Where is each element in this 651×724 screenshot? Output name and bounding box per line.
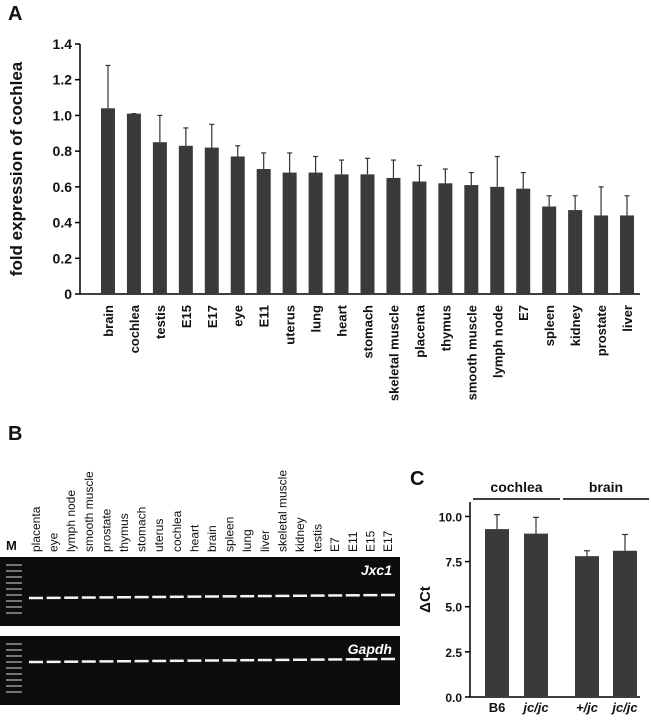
bar	[360, 174, 375, 294]
bar	[620, 215, 635, 294]
lane-label: cochlea	[170, 510, 184, 552]
x-tick-label: uterus	[283, 305, 298, 345]
lane-label: E15	[363, 530, 377, 552]
panel-label: A	[8, 3, 22, 25]
lane-label: eye	[47, 532, 61, 552]
lane-label: lymph node	[64, 490, 78, 552]
bar	[334, 174, 349, 294]
x-tick-label: E11	[257, 305, 272, 327]
bar	[524, 533, 548, 697]
y-tick-label: 5.0	[445, 601, 462, 615]
x-tick-label: B6	[489, 700, 506, 715]
x-tick-label: thymus	[438, 305, 453, 351]
lane-label: testis	[311, 524, 325, 552]
lane-label: liver	[258, 530, 272, 552]
group-label: brain	[589, 479, 623, 495]
bar	[594, 215, 609, 294]
bar	[490, 186, 505, 294]
x-tick-label: jc/jc	[610, 700, 638, 715]
lane-label: smooth muscle	[82, 471, 96, 552]
bar	[575, 556, 599, 697]
x-tick-label: prostate	[594, 305, 609, 356]
bar	[613, 550, 637, 697]
x-tick-label: skeletal muscle	[386, 305, 401, 401]
group-label: cochlea	[490, 479, 542, 495]
bar	[386, 177, 401, 294]
bar	[204, 147, 219, 294]
bar	[230, 156, 245, 294]
bar	[152, 142, 167, 294]
y-axis-label: ΔCt	[417, 586, 434, 613]
bar	[542, 206, 557, 294]
gel-image	[0, 557, 400, 626]
bar	[308, 172, 323, 294]
lane-label: uterus	[152, 519, 166, 552]
y-tick-label: 1.0	[53, 107, 73, 123]
y-tick-label: 0	[64, 286, 72, 302]
x-tick-label: eye	[231, 305, 246, 327]
bar	[464, 185, 479, 294]
lane-label: kidney	[293, 517, 307, 552]
y-tick-label: 7.5	[445, 556, 462, 570]
x-tick-label: testis	[153, 305, 168, 339]
lane-label: heart	[187, 524, 201, 552]
bar	[485, 529, 509, 697]
bar	[100, 108, 115, 295]
x-tick-label: lung	[309, 305, 324, 332]
y-tick-label: 10.0	[439, 510, 463, 524]
x-tick-label: spleen	[542, 305, 557, 346]
bar	[282, 172, 297, 294]
x-tick-label: kidney	[568, 304, 583, 346]
lane-label: placenta	[29, 506, 43, 552]
gene-label: Gapdh	[348, 641, 392, 657]
y-axis-label: fold expression of cochlea	[7, 61, 26, 276]
lane-label: E17	[381, 530, 395, 552]
x-tick-label: +/jc	[576, 700, 599, 715]
bar	[516, 188, 531, 294]
y-tick-label: 2.5	[445, 646, 462, 660]
y-tick-label: 0.8	[53, 143, 73, 159]
x-tick-label: heart	[335, 304, 350, 336]
gene-label: Jxc1	[361, 562, 392, 578]
lane-label: brain	[205, 525, 219, 552]
y-tick-label: 0.0	[445, 691, 462, 705]
lane-label: spleen	[223, 517, 237, 552]
lane-label: prostate	[99, 508, 113, 552]
x-tick-label: jc/jc	[521, 700, 549, 715]
bar	[438, 183, 453, 294]
bar	[256, 169, 271, 294]
x-tick-label: lymph node	[490, 305, 505, 378]
y-tick-label: 0.2	[53, 250, 73, 266]
x-tick-label: E7	[516, 305, 531, 321]
y-tick-label: 1.4	[53, 36, 73, 52]
x-tick-label: E15	[179, 305, 194, 328]
y-tick-label: 1.2	[53, 72, 73, 88]
x-tick-label: stomach	[361, 305, 376, 359]
x-tick-label: E17	[205, 305, 220, 328]
x-tick-label: liver	[620, 305, 635, 332]
x-tick-label: placenta	[412, 304, 427, 358]
panel-label: C	[410, 468, 424, 490]
x-tick-label: brain	[101, 305, 116, 337]
bar	[412, 181, 427, 294]
lane-label: skeletal muscle	[275, 470, 289, 552]
y-tick-label: 0.6	[53, 179, 73, 195]
marker-label: M	[6, 538, 17, 553]
panel-label: B	[8, 423, 22, 445]
gel-image	[0, 636, 400, 705]
x-tick-label: smooth muscle	[464, 305, 479, 400]
x-tick-label: cochlea	[127, 304, 142, 353]
lane-label: stomach	[135, 507, 149, 552]
bar	[126, 113, 141, 295]
lane-label: E11	[346, 531, 360, 552]
lane-label: E7	[328, 537, 342, 552]
lane-label: lung	[240, 529, 254, 552]
bar	[178, 145, 193, 294]
lane-label: thymus	[117, 513, 131, 552]
y-tick-label: 0.4	[53, 215, 73, 231]
bar	[568, 210, 583, 294]
